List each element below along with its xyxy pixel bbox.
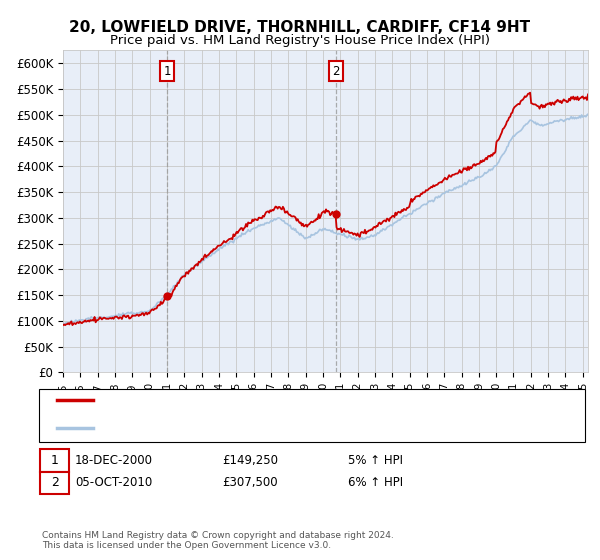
Text: 18-DEC-2000: 18-DEC-2000 xyxy=(75,454,153,467)
Text: 5% ↑ HPI: 5% ↑ HPI xyxy=(348,454,403,467)
Text: 05-OCT-2010: 05-OCT-2010 xyxy=(75,476,152,489)
Text: 2: 2 xyxy=(50,476,59,489)
Text: Price paid vs. HM Land Registry's House Price Index (HPI): Price paid vs. HM Land Registry's House … xyxy=(110,34,490,46)
Text: 1: 1 xyxy=(50,454,59,467)
Text: HPI: Average price, detached house, Cardiff: HPI: Average price, detached house, Card… xyxy=(99,423,338,433)
Text: 2: 2 xyxy=(332,65,340,78)
Text: £149,250: £149,250 xyxy=(222,454,278,467)
Text: 20, LOWFIELD DRIVE, THORNHILL, CARDIFF, CF14 9HT (detached house): 20, LOWFIELD DRIVE, THORNHILL, CARDIFF, … xyxy=(99,395,496,405)
Text: 6% ↑ HPI: 6% ↑ HPI xyxy=(348,476,403,489)
Text: 20, LOWFIELD DRIVE, THORNHILL, CARDIFF, CF14 9HT: 20, LOWFIELD DRIVE, THORNHILL, CARDIFF, … xyxy=(70,20,530,35)
Text: £307,500: £307,500 xyxy=(222,476,278,489)
Text: Contains HM Land Registry data © Crown copyright and database right 2024.
This d: Contains HM Land Registry data © Crown c… xyxy=(42,530,394,550)
Text: 1: 1 xyxy=(163,65,171,78)
